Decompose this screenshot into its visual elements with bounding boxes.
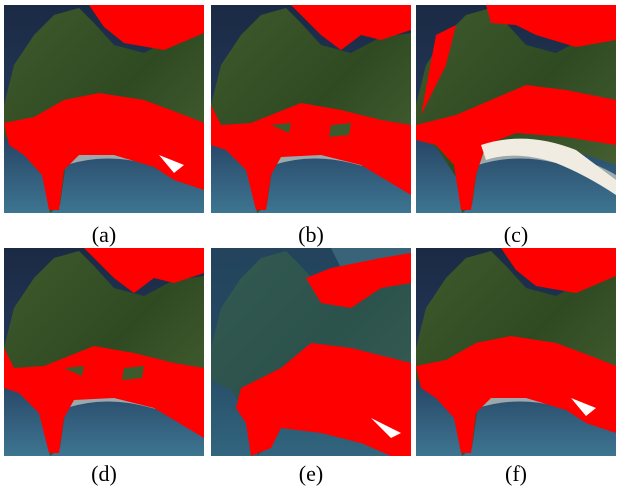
panel-label: (f) xyxy=(505,461,527,486)
panel-c: (c) xyxy=(416,5,616,247)
panel-label: (a) xyxy=(92,222,116,247)
panel-a: (a) xyxy=(4,5,204,247)
figure: (a) (b) (c) (d) (e) (f) xyxy=(0,0,617,491)
panel-label: (e) xyxy=(299,461,323,486)
panel-b: (b) xyxy=(211,5,411,247)
panel-e: (e) xyxy=(211,248,411,486)
panel-label: (c) xyxy=(504,222,528,247)
panel-label: (b) xyxy=(298,222,324,247)
panel-label: (d) xyxy=(91,461,117,486)
panel-f: (f) xyxy=(416,248,616,486)
panel-d: (d) xyxy=(4,248,204,486)
